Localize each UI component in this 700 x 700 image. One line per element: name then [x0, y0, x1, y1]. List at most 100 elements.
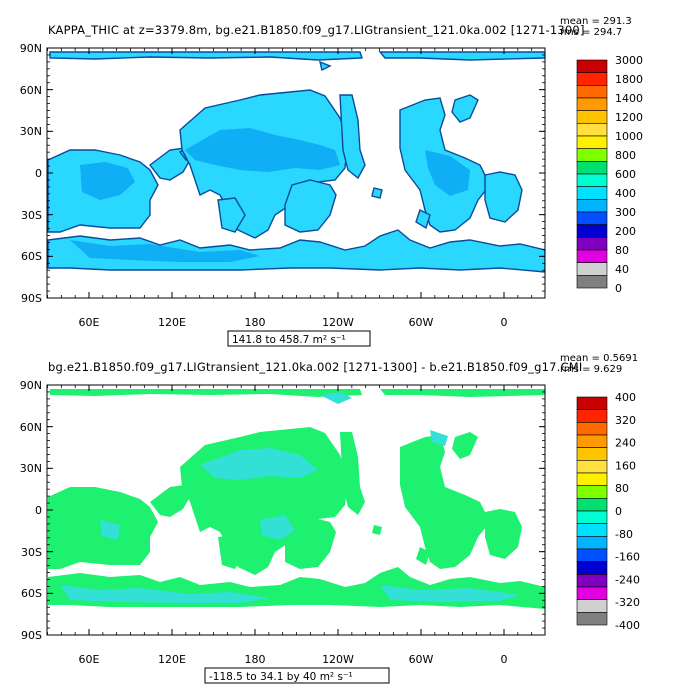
colorbar-swatch [576, 396, 608, 410]
colorbar-swatch [576, 85, 608, 99]
colorbar-swatch [576, 173, 608, 187]
colorbar-label: 1800 [615, 73, 643, 86]
colorbar-swatch [576, 485, 608, 499]
colorbar-swatch [576, 574, 608, 588]
panel-top-rms: rms = 294.7 [560, 27, 622, 38]
panel-top-mean: mean = 291.3 [560, 16, 632, 27]
panel-top-ytick-label: 30S [21, 209, 42, 222]
panel-bottom-mean: mean = 0.5691 [560, 353, 638, 364]
colorbar-swatch [576, 148, 608, 162]
colorbar-swatch [576, 586, 608, 600]
colorbar-swatch [576, 409, 608, 423]
colorbar-swatch [576, 161, 608, 175]
colorbar-label: 1000 [615, 130, 643, 143]
panel-bottom-ytick-label: 30S [21, 546, 42, 559]
panel-top-ticks [47, 47, 545, 299]
colorbar-swatch [576, 135, 608, 149]
colorbar-label: 160 [615, 459, 636, 472]
colorbar-swatch [576, 510, 608, 524]
colorbar-swatch [576, 249, 608, 263]
panel-bottom-ytick-label: 60N [20, 421, 42, 434]
panel-bottom-colorbar: 400 320 240 160 80 0 -80 -160 -240 -320 -400 [576, 391, 640, 632]
panel-top-xtick-label: 60W [409, 316, 434, 329]
colorbar-label: 240 [615, 437, 636, 450]
colorbar-swatch [576, 262, 608, 276]
colorbar-label: 0 [615, 505, 622, 518]
panel-bottom-rms: rms = 9.629 [560, 364, 622, 375]
panel-top-title: KAPPA_THIC at z=3379.8m, bg.e21.B1850.f0… [48, 23, 585, 37]
colorbar-swatch [576, 612, 608, 626]
colorbar-swatch [576, 97, 608, 111]
colorbar-swatch [576, 434, 608, 448]
panel-bottom-ytick-label: 30N [20, 462, 42, 475]
panel-bottom-ytick-label: 60S [21, 587, 42, 600]
colorbar-swatch [576, 199, 608, 213]
colorbar-label: 1400 [615, 92, 643, 105]
colorbar-label: 400 [615, 391, 636, 404]
colorbar-swatch [576, 447, 608, 461]
panel-top-range-box [227, 330, 371, 347]
colorbar-label: -320 [615, 596, 640, 609]
colorbar-swatch [576, 599, 608, 613]
panel-top-xtick-label: 180 [245, 316, 266, 329]
colorbar-label: 800 [615, 149, 636, 162]
panel-bottom-title: bg.e21.B1850.f09_g17.LIGtransient_121.0k… [48, 360, 582, 374]
panel-top-range-label: 141.8 to 458.7 m² s⁻¹ [232, 334, 346, 346]
colorbar-swatch [576, 460, 608, 474]
colorbar-swatch [576, 498, 608, 512]
panel-bottom-xtick-label: 60W [409, 653, 434, 666]
colorbar-label: -400 [615, 619, 640, 632]
colorbar-label: 600 [615, 168, 636, 181]
colorbar-label: 3000 [615, 54, 643, 67]
colorbar-swatch [576, 275, 608, 289]
colorbar-label: -160 [615, 551, 640, 564]
panel-top-xtick-label: 60E [79, 316, 100, 329]
panel-bottom-ytick-label: 0 [35, 504, 42, 517]
panel-bottom-map [48, 389, 545, 609]
colorbar-swatch [576, 110, 608, 124]
panel-top-xtick-label: 120W [322, 316, 354, 329]
panel-bottom-xtick-label: 120W [322, 653, 354, 666]
colorbar-swatch [576, 472, 608, 486]
panel-top-xtick-label: 0 [501, 316, 508, 329]
panel-bottom: bg.e21.B1850.f09_g17.LIGtransient_121.0k… [20, 353, 640, 684]
colorbar-label: 400 [615, 187, 636, 200]
colorbar-label: 80 [615, 482, 629, 495]
panel-bottom-xtick-label: 120E [158, 653, 186, 666]
panel-top-map [47, 51, 545, 273]
colorbar-label: 300 [615, 206, 636, 219]
panel-bottom-xtick-label: 180 [245, 653, 266, 666]
colorbar-swatch [576, 59, 608, 73]
panel-top-ytick-label: 0 [35, 167, 42, 180]
colorbar-label: 200 [615, 225, 636, 238]
panel-top: KAPPA_THIC at z=3379.8m, bg.e21.B1850.f0… [20, 16, 643, 347]
colorbar-swatch [576, 186, 608, 200]
panel-top-ytick-label: 60S [21, 250, 42, 263]
colorbar-label: -240 [615, 573, 640, 586]
panel-top-ytick-label: 60N [20, 84, 42, 97]
colorbar-swatch [576, 536, 608, 550]
colorbar-label: 1200 [615, 111, 643, 124]
colorbar-swatch [576, 422, 608, 436]
colorbar-label: -80 [615, 528, 633, 541]
panel-bottom-range-label: -118.5 to 34.1 by 40 m² s⁻¹ [209, 671, 353, 683]
panel-top-ytick-label: 90N [20, 42, 42, 55]
panel-bottom-ticks [47, 384, 545, 636]
panel-bottom-ytick-label: 90N [20, 379, 42, 392]
panel-top-ytick-label: 30N [20, 125, 42, 138]
colorbar-swatch [576, 548, 608, 562]
panel-bottom-ytick-label: 90S [21, 629, 42, 642]
panel-top-ytick-label: 90S [21, 292, 42, 305]
colorbar-swatch [576, 72, 608, 86]
colorbar-label: 320 [615, 414, 636, 427]
panel-top-xtick-label: 120E [158, 316, 186, 329]
panel-bottom-range-box [204, 667, 390, 684]
colorbar-swatch [576, 123, 608, 137]
colorbar-label: 80 [615, 244, 629, 257]
colorbar-swatch [576, 211, 608, 225]
colorbar-swatch [576, 224, 608, 238]
panel-bottom-xtick-label: 60E [79, 653, 100, 666]
colorbar-swatch [576, 237, 608, 251]
